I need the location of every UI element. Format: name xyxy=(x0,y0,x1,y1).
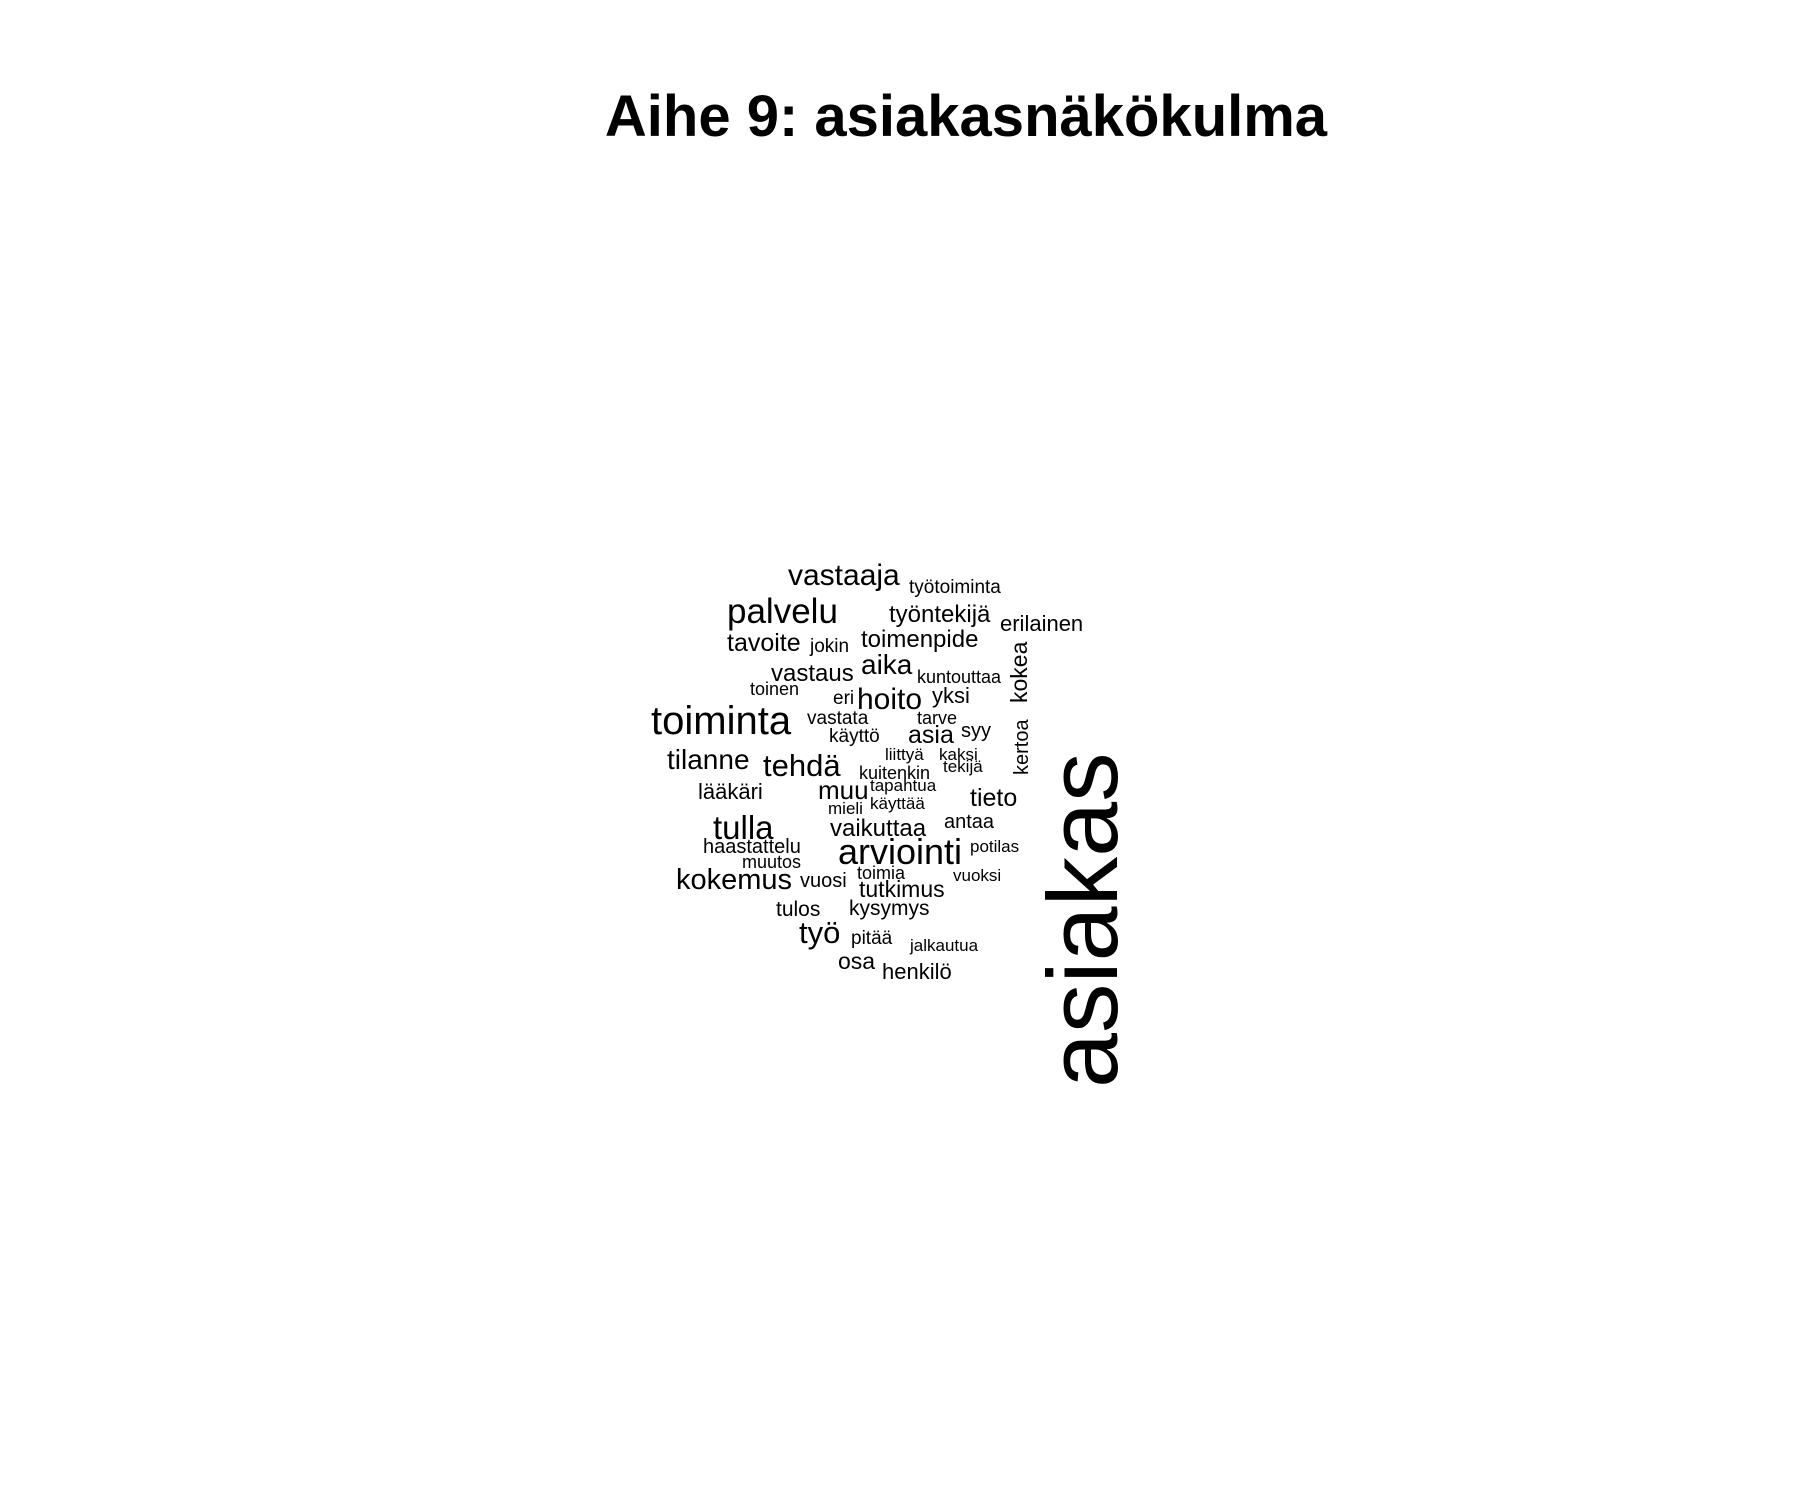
word-tyotoiminta: työtoiminta xyxy=(909,577,1001,598)
word-tarve: tarve xyxy=(917,708,958,728)
word-vastaus: vastaus xyxy=(771,660,854,687)
word-liittya: liittyä xyxy=(885,745,924,764)
word-kayttaa: käyttää xyxy=(870,794,925,813)
word-kuitenkin: kuitenkin xyxy=(859,763,931,783)
word-antaa: antaa xyxy=(944,811,995,833)
word-tyo: työ xyxy=(799,915,841,950)
word-kysymys: kysymys xyxy=(849,897,930,920)
word-vaikuttaa: vaikuttaa xyxy=(830,815,927,842)
word-toimenpide: toimenpide xyxy=(861,626,979,653)
chart-title: Aihe 9: asiakasnäkökulma xyxy=(604,84,1328,149)
word-eri: eri xyxy=(833,688,855,709)
word-asiakas: asiakas xyxy=(1027,752,1138,1088)
word-tutkimus: tutkimus xyxy=(859,876,945,902)
word-kaksi: kaksi xyxy=(939,745,978,764)
word-palvelu: palvelu xyxy=(727,592,838,631)
word-jalkautua: jalkautua xyxy=(910,936,979,955)
word-asia: asia xyxy=(908,721,954,749)
word-syy: syy xyxy=(961,720,991,742)
word-laakari: lääkäri xyxy=(698,779,763,804)
word-tulla: tulla xyxy=(713,809,774,846)
word-tulos: tulos xyxy=(776,898,821,921)
word-muutos: muutos xyxy=(742,852,802,872)
word-tekija: tekijä xyxy=(943,757,983,776)
word-erilainen: erilainen xyxy=(1000,611,1084,636)
word-toimia: toimia xyxy=(857,863,906,883)
word-kokea: kokea xyxy=(1006,641,1032,703)
word-vuoksi: vuoksi xyxy=(953,866,1002,885)
word-hoito: hoito xyxy=(857,683,923,716)
word-potilas: potilas xyxy=(970,837,1020,856)
word-tehda: tehdä xyxy=(763,748,841,783)
word-osa: osa xyxy=(838,948,876,974)
word-tilanne: tilanne xyxy=(667,744,750,775)
word-vastaaja: vastaaja xyxy=(788,559,900,592)
word-aika: aika xyxy=(861,649,913,680)
word-tyontekija: työntekijä xyxy=(889,601,991,628)
word-toinen: toinen xyxy=(750,679,800,699)
word-kuntouttaa: kuntouttaa xyxy=(917,667,1002,687)
word-tieto: tieto xyxy=(970,784,1018,812)
word-henkilo: henkilö xyxy=(882,959,952,984)
word-muu: muu xyxy=(818,775,869,805)
word-haastattelu: haastattelu xyxy=(703,836,801,858)
word-tavoite: tavoite xyxy=(727,629,801,657)
word-jokin: jokin xyxy=(810,636,850,657)
word-kertoa: kertoa xyxy=(1011,719,1033,775)
word-kokemus: kokemus xyxy=(676,864,793,896)
word-kaytto: käyttö xyxy=(829,726,880,747)
word-tapahtua: tapahtua xyxy=(870,776,937,795)
word-mieli: mieli xyxy=(828,799,863,818)
word-pitaa: pitää xyxy=(851,928,893,949)
word-yksi: yksi xyxy=(932,683,970,708)
word-toiminta: toiminta xyxy=(651,699,792,743)
word-vastata: vastata xyxy=(807,708,869,729)
word-vuosi: vuosi xyxy=(800,870,847,892)
word-arviointi: arviointi xyxy=(838,831,963,872)
